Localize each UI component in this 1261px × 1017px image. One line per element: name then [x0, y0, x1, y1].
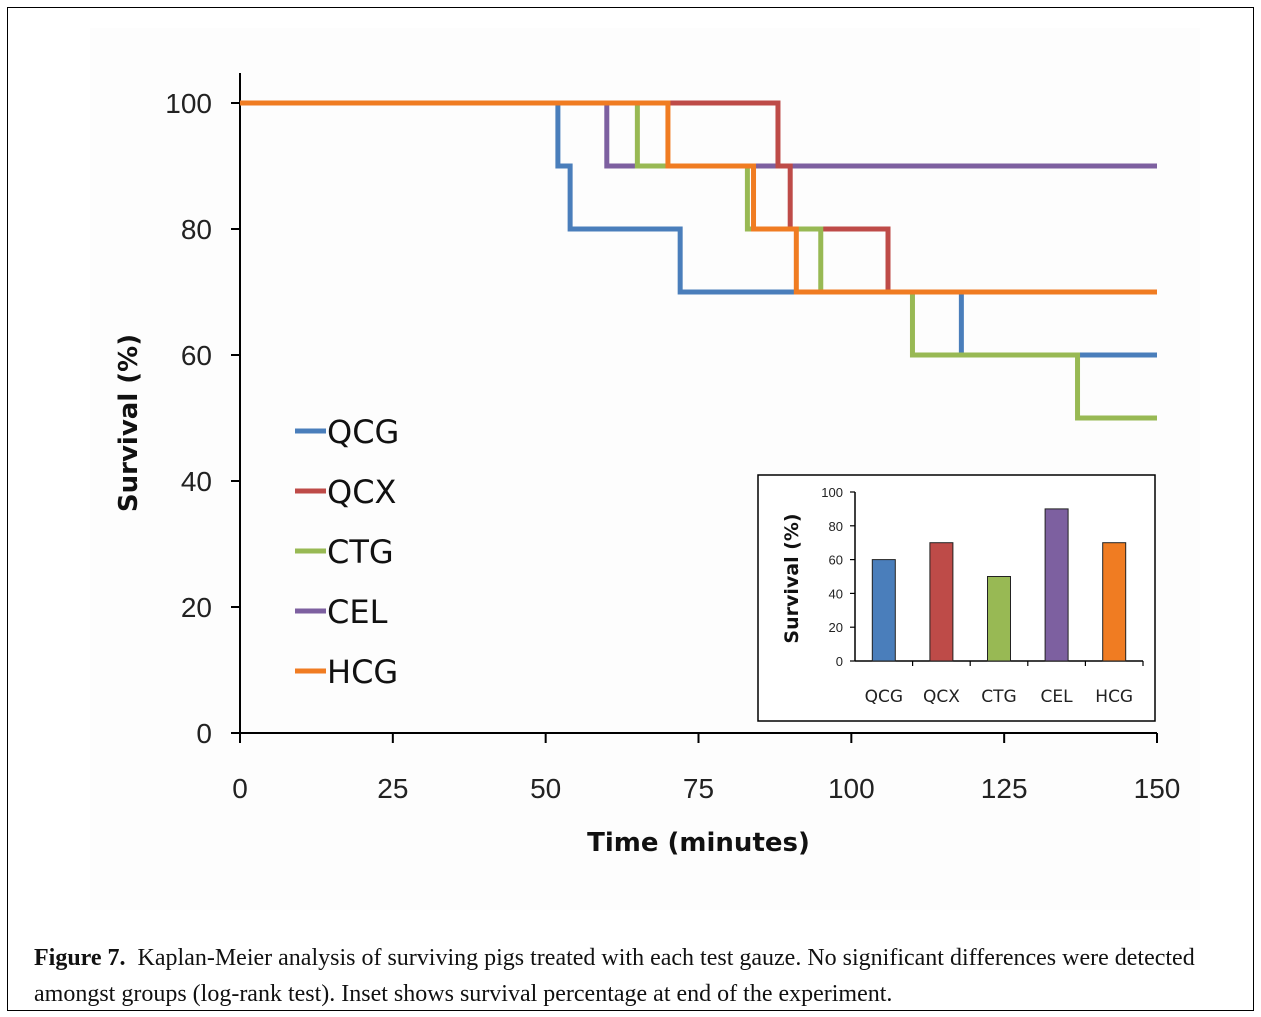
series-line-qcx [240, 100, 1157, 295]
inset-y-tick-label: 20 [829, 620, 843, 635]
main-chart-layer: 0 20 40 60 80 100 0 25 50 75 100 125 150 Time (minute… [114, 73, 1180, 858]
x-tick-label: 75 [683, 773, 714, 804]
inset-category-label: HCG [1095, 687, 1133, 707]
inset-category-label: QCG [865, 687, 903, 707]
inset-y-tick-label: 40 [829, 586, 843, 601]
inset-frame [757, 474, 1156, 722]
series-line-hcg [240, 100, 1157, 295]
x-tick-label: 25 [377, 773, 408, 804]
legend-label-qcx: QCX [327, 473, 396, 511]
inset-y-axis-title: Survival (%) [781, 513, 803, 643]
legend-label-hcg: HCG [327, 653, 398, 691]
y-tick-label: 40 [181, 466, 212, 497]
inset-category-label: CEL [1041, 687, 1074, 707]
inset-y-tick-label: 60 [829, 553, 843, 568]
y-tick-label: 100 [165, 88, 212, 119]
series-line-qcg [240, 100, 1157, 358]
x-tick-label: 0 [232, 773, 248, 804]
x-tick-label: 125 [981, 773, 1028, 804]
inset-bar-hcg [1102, 542, 1127, 662]
y-tick-label: 0 [196, 718, 212, 749]
caption-label: Figure 7. [34, 945, 126, 971]
figure-frame: 0 20 40 60 80 100 0 25 50 75 100 125 150 Time (minute… [7, 7, 1254, 1011]
inset-category-label: CTG [981, 687, 1016, 707]
y-tick-label: 60 [181, 340, 212, 371]
caption-text: Kaplan-Meier analysis of surviving pigs … [34, 945, 1195, 1007]
series-line-ctg [240, 100, 1157, 421]
series-line-cel [240, 100, 1157, 169]
x-tick-label: 100 [828, 773, 875, 804]
x-tick-label: 50 [530, 773, 561, 804]
inset-y-tick-label: 100 [821, 485, 843, 500]
inset-y-tick-label: 0 [836, 654, 843, 669]
y-tick-label: 80 [181, 214, 212, 245]
legend-label-ctg: CTG [327, 533, 394, 571]
legend-label-cel: CEL [327, 593, 388, 631]
inset-y-tick-label: 80 [829, 519, 843, 534]
inset-bar-cel [1044, 508, 1069, 662]
chart-panel: 0 20 40 60 80 100 0 25 50 75 100 125 150 Time (minute… [90, 28, 1200, 910]
inset-bar-qcx [929, 542, 954, 662]
inset-bar-qcg [871, 559, 896, 662]
figure-caption: Figure 7. Kaplan-Meier analysis of survi… [34, 940, 1256, 1012]
y-tick-label: 20 [181, 592, 212, 623]
x-tick-label: 150 [1134, 773, 1181, 804]
inset-bar-chart: 0 20 40 60 80 100 QCG QCX CTG CEL HCG Survival (%) [757, 474, 1156, 722]
inset-bar-ctg [987, 576, 1011, 662]
legend-label-qcg: QCG [327, 413, 399, 451]
x-axis-title: Time (minutes) [587, 828, 810, 858]
y-axis-title: Survival (%) [114, 334, 144, 512]
survival-chart: 0 20 40 60 80 100 0 25 50 75 100 125 150 Time (minute… [114, 73, 1180, 858]
inset-category-label: QCX [923, 687, 960, 707]
